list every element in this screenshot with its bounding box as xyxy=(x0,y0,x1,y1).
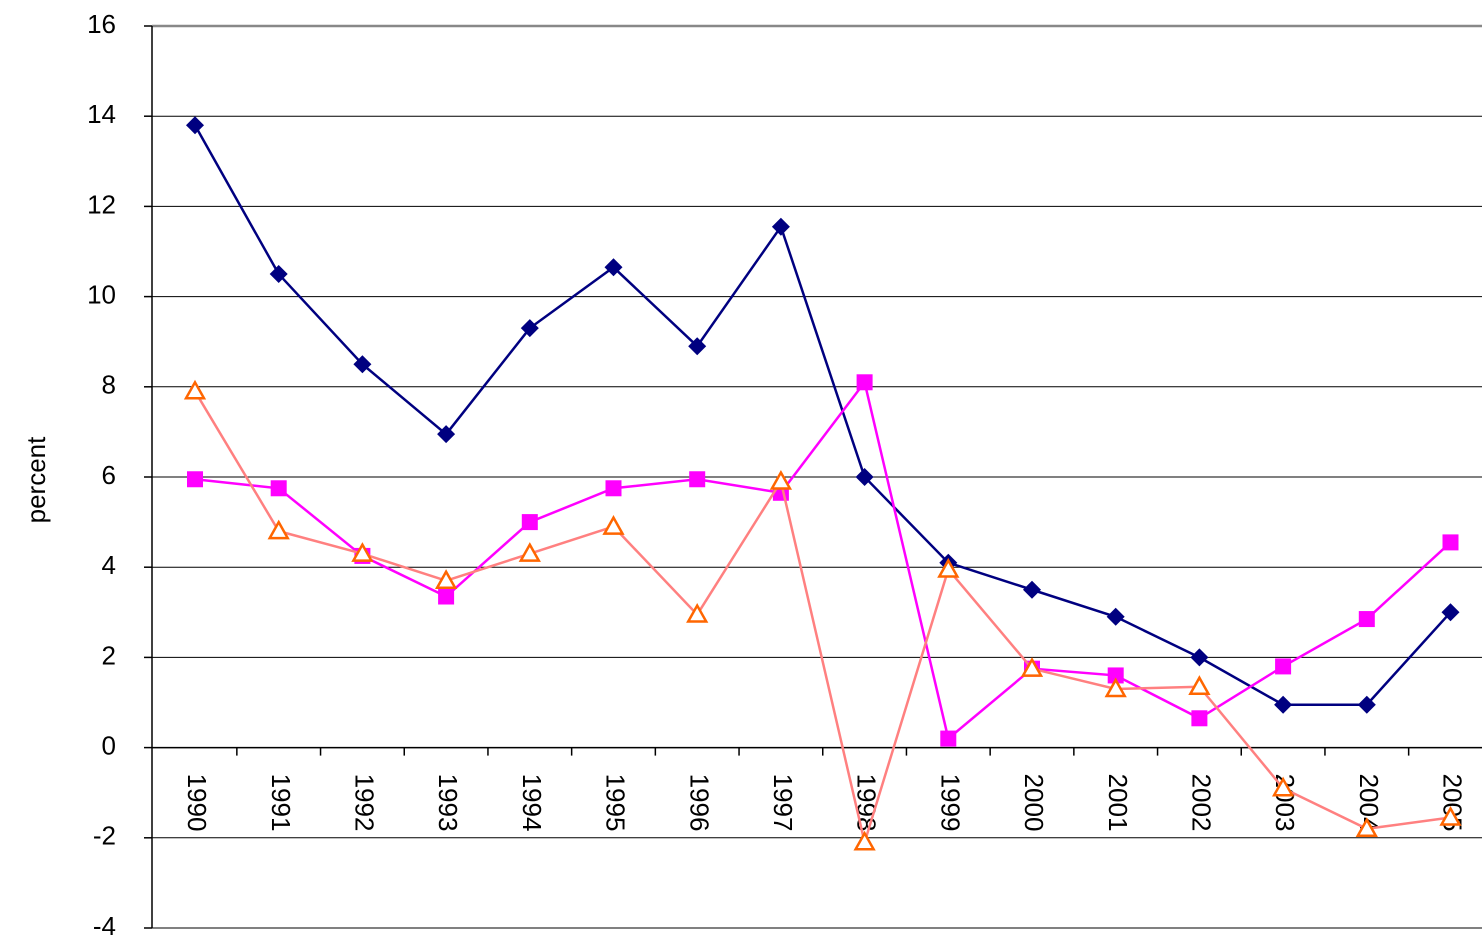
data-point xyxy=(1442,534,1459,551)
y-tick-label: 16 xyxy=(87,9,116,39)
data-point xyxy=(940,730,957,747)
data-point xyxy=(1271,776,1295,797)
y-tick-label: 6 xyxy=(102,460,116,490)
data-point xyxy=(437,425,456,444)
data-point xyxy=(1106,607,1125,626)
y-tick-label: -4 xyxy=(93,911,116,937)
x-tick-label: 1995 xyxy=(601,774,631,832)
y-tick-label: 0 xyxy=(102,730,116,760)
x-tick-label: 1991 xyxy=(266,774,296,832)
data-point xyxy=(1190,648,1209,667)
data-point xyxy=(520,319,539,338)
series-line xyxy=(193,390,1451,848)
y-tick-label: 12 xyxy=(87,189,116,219)
data-point xyxy=(1275,658,1292,675)
data-point xyxy=(853,830,876,851)
data-point xyxy=(604,258,623,277)
x-tick-label: 1992 xyxy=(350,774,380,832)
data-point xyxy=(1191,710,1208,727)
y-axis-label: percent xyxy=(21,436,51,523)
data-point xyxy=(1441,603,1460,622)
data-point xyxy=(686,603,709,623)
data-point xyxy=(1020,657,1044,677)
data-point xyxy=(267,519,290,540)
data-point xyxy=(855,468,874,486)
x-tick-label: 1999 xyxy=(935,774,965,832)
data-point xyxy=(688,337,707,356)
data-point xyxy=(937,557,960,578)
x-tick-label: 2000 xyxy=(1019,774,1049,832)
data-point xyxy=(351,542,374,562)
data-point xyxy=(689,471,706,488)
data-point xyxy=(186,116,204,135)
data-point xyxy=(1439,805,1462,826)
x-tick-label: 1996 xyxy=(684,774,714,832)
y-tick-label: 8 xyxy=(102,370,116,400)
data-point xyxy=(438,588,455,605)
data-point xyxy=(1104,677,1127,698)
x-tick-label: 1993 xyxy=(433,774,463,832)
data-point xyxy=(183,379,207,400)
data-point xyxy=(769,469,793,490)
data-point xyxy=(269,265,288,284)
data-point xyxy=(1107,667,1124,684)
y-tick-label: 14 xyxy=(87,99,116,129)
data-point xyxy=(521,514,538,531)
y-tick-label: 2 xyxy=(102,640,116,670)
data-point xyxy=(1274,695,1293,714)
data-point xyxy=(270,480,287,497)
data-point xyxy=(1358,611,1375,628)
data-point xyxy=(434,569,458,589)
data-point xyxy=(771,217,790,236)
x-tick-label: 2002 xyxy=(1187,774,1217,832)
x-tick-label: 2001 xyxy=(1103,774,1133,832)
data-point xyxy=(1188,675,1211,695)
data-point xyxy=(605,480,622,497)
data-point xyxy=(1355,817,1378,838)
data-point xyxy=(353,355,372,374)
data-point xyxy=(856,374,873,391)
x-tick-label: 1990 xyxy=(182,774,212,832)
x-tick-label: 1994 xyxy=(517,774,547,832)
data-point xyxy=(1357,695,1376,714)
data-point xyxy=(518,542,541,562)
y-tick-label: 4 xyxy=(102,550,116,580)
x-tick-label: 1997 xyxy=(768,774,798,832)
series-line xyxy=(194,379,1452,741)
series-line xyxy=(193,124,1452,707)
data-point xyxy=(602,515,625,535)
y-tick-label: 10 xyxy=(87,279,116,309)
y-tick-label: -2 xyxy=(93,821,116,851)
data-point xyxy=(1023,580,1041,599)
data-point xyxy=(187,471,203,488)
